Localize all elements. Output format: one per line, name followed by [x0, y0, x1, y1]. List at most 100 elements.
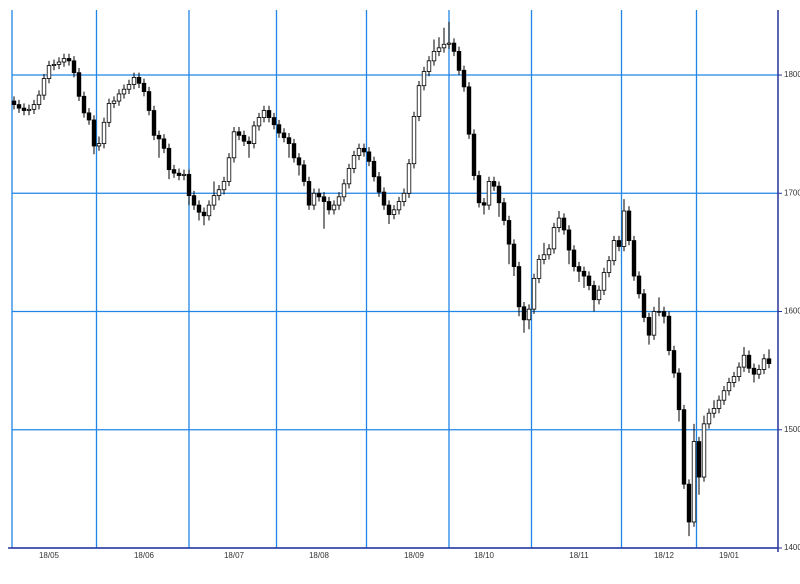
candle-body	[286, 137, 292, 145]
candle-body	[451, 42, 457, 52]
x-tick-label: 18/07	[224, 551, 245, 560]
candle-body	[301, 164, 307, 182]
candle-body	[166, 147, 172, 171]
candle-body	[321, 196, 327, 202]
candle-body	[501, 202, 507, 221]
candle-body	[161, 138, 167, 149]
candle-body	[216, 189, 222, 197]
candle-body	[511, 243, 517, 267]
candle-body	[16, 104, 22, 109]
x-tick-label: 18/09	[404, 551, 425, 560]
candle-body	[446, 42, 452, 45]
candle-body	[156, 134, 162, 140]
candle-body	[76, 72, 82, 97]
candle-body	[11, 100, 17, 105]
candle-body	[696, 441, 702, 478]
candle-body	[581, 270, 587, 277]
candle-body	[551, 227, 557, 250]
candle-body	[641, 293, 647, 318]
candle-body	[26, 108, 32, 111]
candle-body	[31, 104, 37, 110]
candle-body	[456, 50, 462, 71]
candle-body	[756, 369, 762, 375]
candle-body	[251, 125, 257, 145]
candle-body	[61, 58, 67, 63]
candle-body	[36, 94, 42, 105]
candle-body	[491, 181, 497, 187]
candle-body	[51, 63, 57, 66]
candle-body	[116, 93, 122, 102]
candle-body	[336, 196, 342, 206]
candle-body	[471, 133, 477, 176]
candle-body	[461, 69, 467, 88]
candle-body	[281, 132, 287, 139]
candle-body	[586, 275, 592, 286]
candle-body	[441, 43, 447, 49]
candle-body	[716, 399, 722, 409]
x-tick-label: 18/12	[654, 551, 675, 560]
candle-body	[761, 358, 767, 370]
candle-body	[201, 211, 207, 217]
candle-body	[526, 308, 532, 321]
candle-body	[516, 266, 522, 308]
candle-body	[691, 441, 697, 523]
candle-body	[186, 173, 192, 197]
candle-body	[106, 103, 112, 123]
candle-body	[766, 358, 772, 364]
x-tick-label: 18/06	[134, 551, 155, 560]
candle-body	[706, 412, 712, 425]
candle-body	[131, 76, 137, 85]
candle-body	[506, 220, 512, 245]
candle-body	[686, 483, 692, 523]
candle-body	[416, 85, 422, 117]
candle-body	[401, 192, 407, 202]
x-tick-label: 18/10	[474, 551, 495, 560]
candle-body	[466, 86, 472, 135]
candle-body	[96, 143, 102, 147]
y-tick-label: 1800	[784, 70, 800, 79]
candle-body	[546, 248, 552, 256]
candle-body	[701, 423, 707, 478]
candle-body	[531, 278, 537, 310]
candle-body	[666, 315, 672, 351]
candle-body	[276, 124, 282, 134]
candle-body	[386, 204, 392, 215]
x-tick-label: 18/11	[569, 551, 589, 560]
candle-body	[396, 201, 402, 211]
candle-body	[121, 88, 127, 95]
candle-body	[741, 354, 747, 368]
candle-body	[576, 266, 582, 272]
candle-body	[151, 110, 157, 136]
candle-body	[291, 143, 297, 159]
x-tick-label: 19/01	[719, 551, 740, 560]
candle-body	[351, 155, 357, 169]
candle-body	[711, 408, 717, 414]
candle-body	[751, 367, 757, 375]
candle-body	[346, 168, 352, 185]
candle-body	[366, 151, 372, 162]
candle-body	[556, 217, 562, 228]
candle-body	[486, 181, 492, 206]
candle-body	[126, 84, 132, 90]
candle-body	[296, 157, 302, 166]
candle-body	[681, 409, 687, 485]
candle-body	[606, 260, 612, 273]
candle-body	[731, 376, 737, 383]
candle-body	[171, 169, 177, 174]
candle-body	[596, 289, 602, 301]
candle-body	[256, 117, 262, 127]
candle-body	[541, 254, 547, 260]
y-tick-label: 1700	[784, 188, 800, 197]
candle-body	[746, 354, 752, 369]
candle-body	[676, 372, 682, 411]
candle-body	[21, 107, 27, 111]
candle-body	[476, 175, 482, 204]
candle-body	[146, 91, 152, 111]
candle-body	[71, 60, 77, 74]
y-tick-label: 1600	[784, 307, 800, 316]
candle-body	[196, 204, 202, 213]
candle-body	[496, 185, 502, 204]
candle-body	[236, 131, 242, 136]
candle-body	[136, 76, 142, 84]
